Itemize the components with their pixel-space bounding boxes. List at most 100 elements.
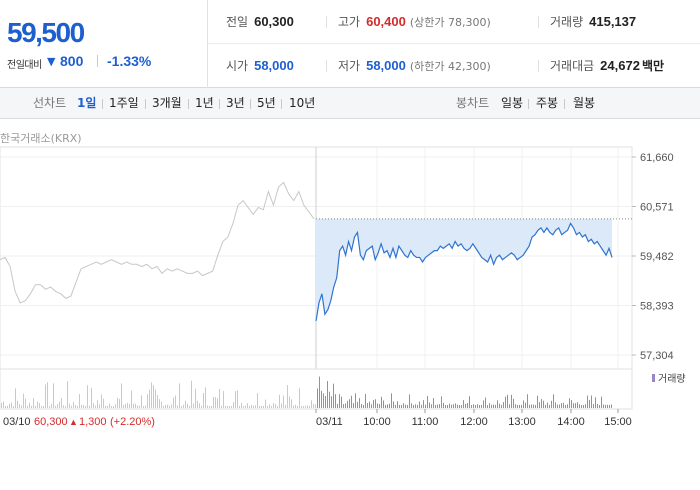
volume-bar xyxy=(511,394,512,408)
volume-bar xyxy=(557,404,558,408)
volume-bar xyxy=(575,403,576,408)
volume-bar xyxy=(197,400,198,408)
volume-bar xyxy=(359,398,360,408)
volume-bar xyxy=(11,402,12,408)
volume-bar xyxy=(329,391,330,408)
volume-bar xyxy=(215,397,216,408)
volume-bar xyxy=(181,406,182,408)
volume-bar xyxy=(567,404,568,408)
volume-legend-swatch xyxy=(652,374,655,382)
current-price-box: 59,500 전일대비 ▼ 800 -1.33% xyxy=(0,0,208,88)
volume-bar xyxy=(507,394,508,408)
volume-bar xyxy=(571,400,572,408)
volume-bar xyxy=(379,403,380,408)
volume-bar xyxy=(363,404,364,408)
volume-bar xyxy=(193,403,194,408)
volume-bar xyxy=(611,404,612,408)
tab-3year[interactable]: 3년 xyxy=(226,96,245,110)
divider xyxy=(281,99,282,109)
stats-row-1: 전일 60,300 고가 60,400 (상한가 78,300) 거래량 415,137 xyxy=(208,0,700,44)
volume-bar xyxy=(441,396,442,408)
tab-monthly-candle[interactable]: 월봉 xyxy=(573,96,596,110)
volume-bar xyxy=(217,398,218,408)
volume-bar xyxy=(25,398,26,408)
volume-bar xyxy=(353,403,354,408)
volume-bar xyxy=(403,403,404,408)
volume-bar xyxy=(477,404,478,408)
volume-bar xyxy=(315,404,316,408)
volume-bar xyxy=(219,388,220,408)
price-chart: 61,660 60,571 59,482 58,393 57,304 거래량 03/11… xyxy=(0,146,686,428)
volume-bar xyxy=(535,404,536,408)
tab-3month[interactable]: 3개월 xyxy=(152,96,182,110)
volume-bar xyxy=(73,401,74,408)
volume-bar xyxy=(81,404,82,408)
volume-bar xyxy=(483,400,484,408)
volume-bar xyxy=(199,403,200,408)
tab-daily-candle[interactable]: 일봉 xyxy=(501,96,524,110)
stat-volume: 거래량 415,137 xyxy=(550,0,636,44)
volume-bar xyxy=(27,405,28,408)
divider xyxy=(250,99,251,109)
volume-bar xyxy=(41,405,42,408)
volume-bar xyxy=(189,405,190,408)
volume-bar xyxy=(283,395,284,408)
stat-open: 시가 58,000 xyxy=(226,44,294,88)
volume-bar xyxy=(369,401,370,408)
volume-bar xyxy=(297,405,298,408)
tab-1week[interactable]: 1주일 xyxy=(109,96,139,110)
stat-label: 거래대금 xyxy=(550,59,595,73)
volume-bar xyxy=(63,405,64,408)
volume-bar xyxy=(139,405,140,408)
tab-10year[interactable]: 10년 xyxy=(289,96,316,110)
volume-bar xyxy=(447,404,448,408)
volume-bar xyxy=(91,388,92,408)
volume-bar xyxy=(591,395,592,408)
volume-bar xyxy=(547,402,548,408)
volume-bar xyxy=(421,404,422,408)
volume-bar xyxy=(167,404,168,408)
volume-bar xyxy=(529,404,530,408)
volume-bar xyxy=(43,405,44,408)
volume-bar xyxy=(101,394,102,408)
volume-bar xyxy=(265,399,266,408)
volume-bar xyxy=(563,402,564,408)
volume-bar xyxy=(39,402,40,408)
volume-bar xyxy=(21,405,22,408)
volume-bar xyxy=(175,395,176,408)
volume-bar xyxy=(601,396,602,408)
tab-1day[interactable]: 1일 xyxy=(77,96,97,110)
volume-bar xyxy=(271,405,272,408)
volume-bar xyxy=(479,404,480,408)
volume-bar xyxy=(153,385,154,408)
volume-bar xyxy=(135,403,136,408)
tab-5year[interactable]: 5년 xyxy=(257,96,276,110)
volume-bar xyxy=(407,404,408,408)
stat-value: 415,137 xyxy=(589,14,637,29)
volume-bar xyxy=(83,404,84,408)
volume-bar xyxy=(75,405,76,408)
x-tick-label: 10:00 xyxy=(363,416,391,428)
volume-bar xyxy=(285,404,286,408)
volume-bar xyxy=(129,403,130,408)
volume-bar xyxy=(551,400,552,408)
volume-bar xyxy=(459,404,460,408)
volume-bar xyxy=(513,398,514,408)
volume-bar xyxy=(377,403,378,408)
volume-bar xyxy=(145,405,146,408)
volume-bar xyxy=(443,402,444,408)
prev-day-change-pct: (+2.20%) xyxy=(110,416,155,428)
volume-bar xyxy=(543,400,544,408)
volume-bar xyxy=(385,404,386,408)
divider xyxy=(528,99,529,109)
tab-weekly-candle[interactable]: 주봉 xyxy=(536,96,559,110)
volume-bar xyxy=(131,390,132,408)
volume-bar xyxy=(553,394,554,408)
volume-bar xyxy=(435,404,436,408)
tab-1year[interactable]: 1년 xyxy=(195,96,214,110)
quote-header: 59,500 전일대비 ▼ 800 -1.33% 전일 60,300 고가 60,4… xyxy=(0,0,700,88)
stat-trade-amount: 거래대금 24,672 백만 xyxy=(550,44,664,88)
volume-bar xyxy=(609,404,610,408)
stat-high: 고가 60,400 (상한가 78,300) xyxy=(338,0,491,44)
stat-label: 전일 xyxy=(226,15,249,29)
